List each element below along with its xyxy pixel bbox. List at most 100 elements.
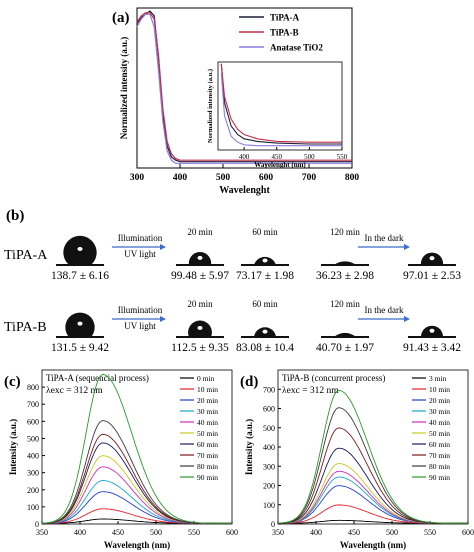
contact-angle-droplet [321, 261, 369, 266]
b-angle-value: 99.48 ± 5.97 [171, 270, 229, 282]
d-y-tick-label: 700 [263, 385, 275, 394]
b-angle-value: 112.5 ± 9.35 [171, 342, 229, 354]
c-y-tick-label: 0 [35, 520, 39, 529]
panel-a-chart: (a) 300 400 500 600 700 800 Wavelenght Normaliz… [112, 7, 360, 196]
c-x-axis-label: Wavelength (nm) [104, 540, 170, 550]
c-x-tick-label: 400 [74, 528, 86, 537]
c-x-tick-label: 550 [188, 528, 200, 537]
b-time-label: 60 min [252, 227, 278, 237]
c-title: TiPA-A (sequencial process) [46, 373, 149, 383]
a-y-axis-label: Normalized intensity (a.u.) [119, 37, 129, 140]
b-angle-value: 131.5 ± 9.42 [51, 342, 109, 354]
a-legend-entry: TiPA-B [270, 28, 299, 38]
c-annotation: λexc = 312 nm [46, 386, 103, 396]
d-legend-entry: 50 min [429, 429, 450, 438]
c-x-tick-label: 350 [36, 528, 48, 537]
a-inset-x-tick-label: 550 [337, 153, 348, 161]
b-row-label: TiPA-B [4, 320, 47, 335]
d-x-tick-label: 600 [462, 528, 474, 537]
b-time-label: 120 min [330, 299, 360, 309]
droplet-highlight [429, 328, 435, 333]
droplet-shape [334, 332, 356, 337]
b-angle-value: 91.43 ± 3.42 [403, 342, 461, 354]
d-legend-entry: 60 min [429, 440, 450, 449]
d-x-tick-label: 500 [386, 528, 398, 537]
a-inset-series-line [220, 63, 342, 145]
a-inset-x-tick-label: 400 [239, 153, 250, 161]
d-series-line [277, 389, 468, 524]
panel-b-letter: (b) [6, 208, 25, 224]
b-step-uv: UV light [124, 249, 156, 259]
d-y-tick-label: 300 [263, 462, 275, 471]
c-legend-entry: 90 min [197, 473, 218, 482]
d-y-tick-label: 600 [263, 405, 275, 414]
a-x-tick-label: 400 [173, 173, 188, 183]
d-legend-entry: 30 min [429, 407, 450, 416]
c-y-tick-label: 400 [27, 452, 39, 461]
d-legend-entry: 20 min [429, 396, 450, 405]
a-series-line [136, 13, 352, 164]
d-y-tick-label: 400 [263, 443, 275, 452]
d-y-tick-label: 500 [263, 424, 275, 433]
contact-angle-droplet [176, 252, 224, 266]
b-time-label: 20 min [187, 299, 213, 309]
d-y-axis-label: Intensity (a.u.) [244, 419, 254, 475]
d-legend-entry: 80 min [429, 462, 450, 471]
c-y-tick-label: 200 [27, 486, 39, 495]
contact-angle-droplet [56, 312, 104, 338]
b-time-label: 20 min [187, 227, 213, 237]
c-legend-entry: 70 min [197, 451, 218, 460]
b-step-illumination: Illumination [118, 305, 163, 315]
a-x-tick-label: 700 [302, 173, 317, 183]
d-y-tick-label: 0 [271, 520, 275, 529]
panel-c-letter: (c) [4, 374, 21, 390]
droplet-highlight [77, 321, 83, 326]
a-inset-frame [217, 61, 343, 151]
c-y-tick-label: 100 [27, 503, 39, 512]
a-series-line [136, 12, 352, 161]
c-x-tick-label: 450 [112, 528, 124, 537]
droplet-highlight [197, 255, 203, 260]
d-y-tick-label: 100 [263, 501, 275, 510]
droplet-highlight [262, 258, 268, 263]
d-x-tick-label: 400 [310, 528, 322, 537]
a-inset-x-tick-label: 450 [271, 153, 282, 161]
a-x-tick-label: 600 [259, 173, 274, 183]
c-legend-entry: 20 min [197, 396, 218, 405]
a-inset-series-line [220, 63, 342, 143]
b-step-illumination: Illumination [118, 233, 163, 243]
panel-a-letter: (a) [112, 10, 130, 26]
b-angle-value: 138.7 ± 6.16 [51, 270, 109, 282]
d-legend-entry: 70 min [429, 451, 450, 460]
b-angle-value: 83.08 ± 10.4 [236, 342, 294, 354]
contact-angle-droplet [241, 327, 289, 338]
d-x-tick-label: 350 [272, 528, 284, 537]
b-angle-value: 73.17 ± 1.98 [236, 270, 294, 282]
b-dark-arrow-head [404, 244, 410, 250]
b-angle-value: 40.70 ± 1.97 [316, 342, 374, 354]
contact-angle-droplet [56, 235, 104, 266]
d-series-line [277, 476, 468, 524]
c-series-line [41, 373, 232, 524]
c-y-tick-label: 800 [27, 383, 39, 392]
droplet-highlight [429, 256, 435, 261]
b-step-dark: In the dark [365, 305, 404, 315]
d-legend-entry: 10 min [429, 385, 450, 394]
a-plot-frame [136, 7, 353, 169]
c-legend-entry: 40 min [197, 418, 218, 427]
d-x-tick-label: 550 [424, 528, 436, 537]
c-legend-entry: 60 min [197, 440, 218, 449]
panel-d-letter: (d) [240, 374, 258, 390]
b-step-uv: UV light [124, 321, 156, 331]
a-x-tick-label: 800 [345, 173, 360, 183]
c-legend-entry: 50 min [197, 429, 218, 438]
d-legend-entry: 90 min [429, 473, 450, 482]
d-x-axis-label: Wavelength (nm) [340, 540, 406, 550]
a-x-tick-label: 300 [130, 173, 145, 183]
b-illumination-arrow-head [160, 244, 166, 250]
droplet-highlight [77, 246, 83, 251]
contact-angle-droplet [321, 332, 369, 338]
d-title: TiPA-B (concurrent process) [282, 373, 385, 383]
